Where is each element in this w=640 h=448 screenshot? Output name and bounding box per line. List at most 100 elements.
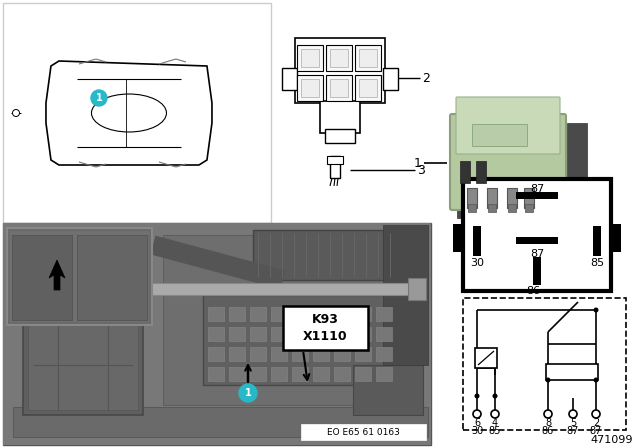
Bar <box>320 101 360 133</box>
Bar <box>313 347 329 361</box>
Bar <box>355 307 371 321</box>
Bar <box>353 365 423 415</box>
Bar <box>516 192 558 199</box>
Bar <box>283 306 368 350</box>
Bar <box>98 278 113 300</box>
Text: 87: 87 <box>530 184 544 194</box>
Bar <box>271 367 287 381</box>
Bar <box>525 204 533 212</box>
Circle shape <box>493 393 497 399</box>
Circle shape <box>474 393 479 399</box>
Text: 8: 8 <box>545 418 551 428</box>
Bar <box>476 161 486 183</box>
Bar <box>77 235 147 320</box>
Bar <box>334 307 350 321</box>
Bar <box>250 307 266 321</box>
Bar <box>28 310 138 410</box>
Bar <box>325 129 355 143</box>
Bar <box>359 79 377 97</box>
Text: 5: 5 <box>570 418 576 428</box>
Bar <box>295 38 385 103</box>
Bar <box>355 75 381 101</box>
Bar <box>376 367 392 381</box>
Bar <box>103 283 413 295</box>
Text: 4: 4 <box>492 418 498 428</box>
Bar <box>12 235 72 320</box>
Circle shape <box>545 378 550 383</box>
Text: 2: 2 <box>422 72 430 85</box>
Bar <box>467 188 477 208</box>
Bar <box>292 347 308 361</box>
Bar <box>229 347 245 361</box>
Bar <box>507 188 517 208</box>
Bar <box>229 307 245 321</box>
Bar <box>468 204 476 212</box>
Bar <box>475 348 497 368</box>
Text: 86: 86 <box>526 286 540 296</box>
Circle shape <box>593 378 598 383</box>
Text: EO E65 61 0163: EO E65 61 0163 <box>326 427 399 436</box>
Bar <box>524 188 534 208</box>
Bar <box>457 206 569 218</box>
Bar <box>253 230 413 280</box>
Bar <box>229 367 245 381</box>
Bar <box>301 79 319 97</box>
Text: 1: 1 <box>244 388 252 398</box>
Bar <box>208 307 224 321</box>
Text: 3: 3 <box>417 164 425 177</box>
Bar <box>297 75 323 101</box>
Bar <box>472 124 527 146</box>
FancyBboxPatch shape <box>456 97 560 154</box>
Bar <box>330 79 348 97</box>
PathPatch shape <box>46 61 212 165</box>
Bar <box>488 204 496 212</box>
Bar <box>408 278 426 300</box>
Text: 85: 85 <box>590 258 604 267</box>
Bar <box>301 424 426 440</box>
Bar <box>546 364 598 380</box>
Circle shape <box>473 410 481 418</box>
Bar <box>13 407 428 437</box>
Bar <box>250 367 266 381</box>
Bar <box>7 228 152 325</box>
Bar <box>313 307 329 321</box>
Bar <box>334 367 350 381</box>
Circle shape <box>91 90 107 106</box>
Text: 30: 30 <box>471 426 483 436</box>
Bar <box>330 156 340 178</box>
Bar <box>271 307 287 321</box>
Bar <box>383 225 428 365</box>
Bar <box>271 327 287 341</box>
Bar <box>23 305 143 415</box>
Bar <box>282 68 297 90</box>
Bar <box>297 45 323 71</box>
Text: 2: 2 <box>593 418 599 428</box>
Bar <box>508 204 516 212</box>
Bar <box>326 45 352 71</box>
Bar <box>292 307 308 321</box>
Bar <box>355 45 381 71</box>
Bar <box>355 347 371 361</box>
Bar <box>383 68 398 90</box>
Bar <box>327 156 343 164</box>
Bar <box>292 327 308 341</box>
Bar <box>163 235 413 405</box>
Bar <box>611 224 621 252</box>
Bar <box>463 179 611 291</box>
Bar <box>330 49 348 67</box>
Bar <box>376 307 392 321</box>
Bar <box>292 367 308 381</box>
Bar <box>460 161 470 183</box>
Text: 1: 1 <box>95 93 102 103</box>
Bar <box>250 327 266 341</box>
Bar <box>3 223 431 445</box>
Text: 6: 6 <box>474 418 480 428</box>
Bar <box>334 347 350 361</box>
Bar <box>3 223 431 445</box>
Text: 471099: 471099 <box>591 435 633 445</box>
Bar <box>203 295 403 385</box>
Bar <box>313 327 329 341</box>
Text: 86: 86 <box>542 426 554 436</box>
Text: 87: 87 <box>590 426 602 436</box>
Bar <box>271 347 287 361</box>
